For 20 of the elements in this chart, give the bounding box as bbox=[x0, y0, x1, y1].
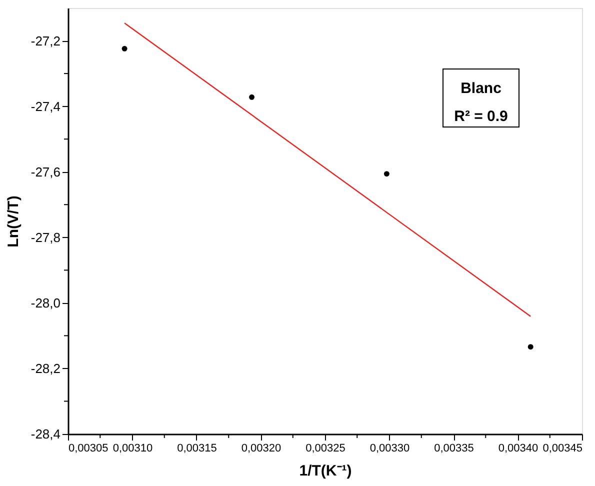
x-tick-label: 0,00335 bbox=[434, 442, 474, 454]
x-tick-label: 0,00330 bbox=[370, 442, 410, 454]
annotation: Blanc bbox=[460, 80, 502, 97]
y-tick-label: -27,6 bbox=[30, 164, 60, 180]
x-tick-label: 0,00320 bbox=[241, 442, 282, 454]
x-axis-title: 1/T(K⁻¹) bbox=[299, 462, 352, 480]
y-tick-label: -27,4 bbox=[30, 98, 60, 114]
x-tick-label: 0,00305 bbox=[68, 442, 108, 454]
y-tick-label: -28,2 bbox=[30, 360, 60, 376]
y-tick-label: -28,4 bbox=[30, 426, 60, 442]
y-tick-label: -27,2 bbox=[30, 33, 60, 48]
annotation: R² = 0.9 bbox=[454, 108, 508, 125]
x-tick-label: 0,00340 bbox=[498, 442, 538, 454]
x-tick-label: 0,00310 bbox=[112, 442, 153, 454]
x-tick-label: 0,00315 bbox=[177, 442, 217, 454]
y-tick-label: -28,0 bbox=[30, 295, 60, 310]
x-tick-label: 0,00325 bbox=[306, 442, 346, 454]
x-tick-label: 0,00345 bbox=[542, 442, 582, 454]
y-tick-label: -27,8 bbox=[30, 230, 60, 245]
y-axis-title: Ln(V/T) bbox=[4, 196, 22, 248]
